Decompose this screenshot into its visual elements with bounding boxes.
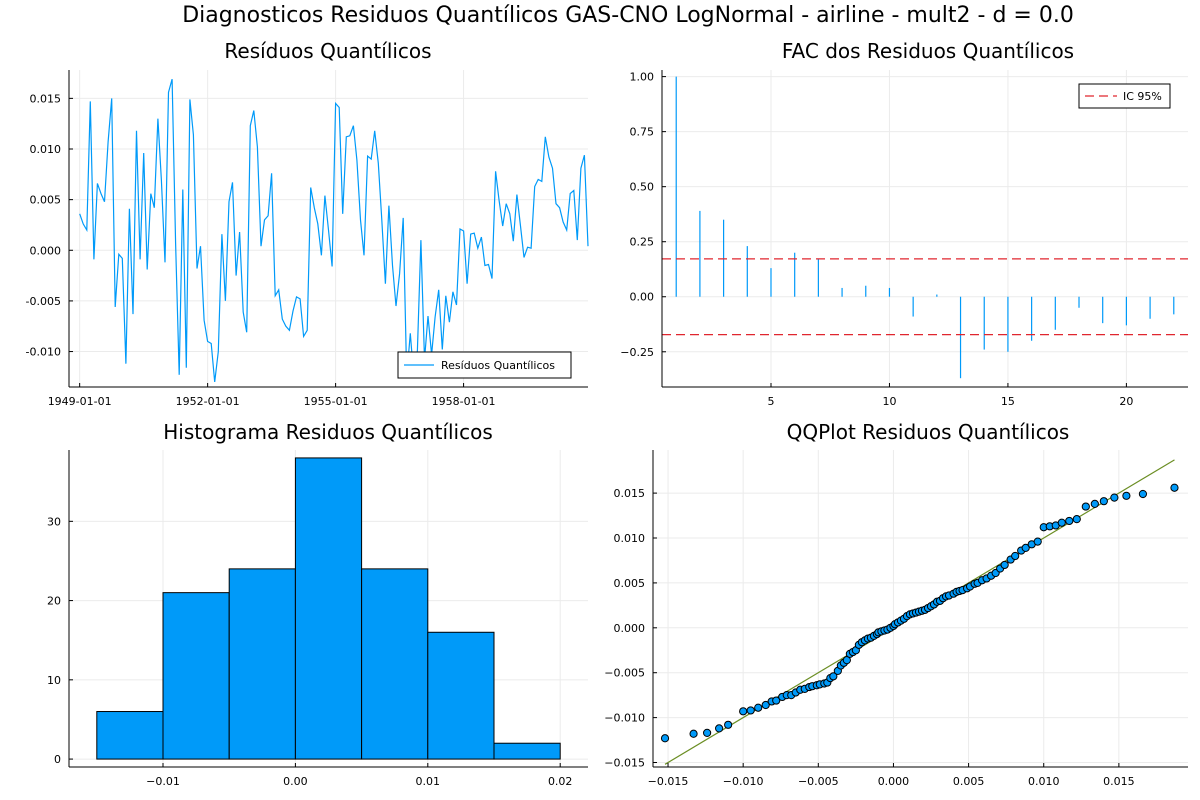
histogram-bar xyxy=(427,631,495,760)
x-tick-label: −0.015 xyxy=(648,775,689,788)
qq-point xyxy=(1138,489,1148,499)
x-tick-label: 0.00 xyxy=(283,775,308,788)
qq-point xyxy=(703,728,712,737)
qq-point xyxy=(1033,537,1042,546)
y-tick-label: 0.005 xyxy=(614,577,646,590)
x-tick-label: 0.000 xyxy=(878,775,910,788)
x-tick-label: −0.010 xyxy=(723,775,764,788)
qq-point xyxy=(660,734,670,743)
y-tick-label: 10 xyxy=(47,674,61,687)
qq-point xyxy=(739,707,748,716)
legend-label-ic: IC 95% xyxy=(1123,90,1162,103)
panel-acf: FAC dos Residuos Quantílicos 5 10 15 20 −0.2… xyxy=(620,39,1188,408)
qq-point xyxy=(1000,560,1009,570)
legend-residuals: Resíduos Quantílicos xyxy=(397,351,572,379)
qq-point xyxy=(1090,499,1099,508)
x-tick-label: 1955-01-01 xyxy=(304,395,368,408)
figure-title: Diagnosticos Residuos Quantílicos GAS-CN… xyxy=(182,3,1074,28)
panel-histogram: Histograma Residuos Quantílicos −0.01 0.0… xyxy=(47,420,588,788)
x-tick-label: 1952-01-01 xyxy=(176,395,240,408)
legend-acf: IC 95% xyxy=(1078,83,1171,109)
y-tick-label: −0.010 xyxy=(604,712,645,725)
y-tick-label: 0.50 xyxy=(630,181,655,194)
histogram-bar xyxy=(228,568,296,760)
y-tick-label: 0.010 xyxy=(614,532,646,545)
panel-title-residuals: Resíduos Quantílicos xyxy=(224,39,431,63)
x-tick-label: 20 xyxy=(1119,395,1133,408)
qq-point xyxy=(1065,516,1074,526)
histogram-bar xyxy=(493,742,561,760)
qq-point xyxy=(754,703,763,712)
x-tick-label: −0.005 xyxy=(798,775,839,788)
y-tick-label: −0.015 xyxy=(604,757,645,770)
y-tick-label: 0.005 xyxy=(30,194,62,207)
y-tick-label: 30 xyxy=(47,515,61,528)
histogram-bar xyxy=(162,592,230,760)
x-tick-label: 15 xyxy=(1001,395,1015,408)
qq-point xyxy=(772,696,781,705)
qq-point xyxy=(689,729,698,738)
y-tick-label: -0.005 xyxy=(26,295,61,308)
y-tick-label: 0.010 xyxy=(30,143,62,156)
qq-point xyxy=(829,672,838,681)
y-tick-label: 0.75 xyxy=(630,126,655,139)
panel-title-qqplot: QQPlot Residuos Quantílicos xyxy=(787,420,1070,444)
qq-point xyxy=(715,724,724,733)
x-tick-label: 0.010 xyxy=(1028,775,1060,788)
x-tick-label: 0.005 xyxy=(953,775,985,788)
y-tick-label: 20 xyxy=(47,595,61,608)
qq-point xyxy=(1110,493,1119,502)
qq-point xyxy=(761,700,770,710)
y-tick-label: 0.25 xyxy=(630,236,655,249)
qq-point xyxy=(1072,515,1081,524)
qq-point xyxy=(1057,518,1066,527)
panel-qqplot: QQPlot Residuos Quantílicos −0.015 −0.010… xyxy=(604,420,1188,788)
qq-point xyxy=(1122,491,1131,500)
y-tick-label: 0.000 xyxy=(30,244,62,257)
qq-point xyxy=(724,720,733,729)
y-tick-label: 0.015 xyxy=(614,487,646,500)
y-tick-label: 1.00 xyxy=(630,71,655,84)
qq-point xyxy=(1170,483,1179,492)
x-tick-label: 0.02 xyxy=(548,775,573,788)
panel-title-histogram: Histograma Residuos Quantílicos xyxy=(163,420,493,444)
qq-point xyxy=(1021,543,1030,552)
histogram-bar xyxy=(96,711,164,760)
y-tick-label: −0.005 xyxy=(604,667,645,680)
x-tick-label: 0.015 xyxy=(1103,775,1135,788)
x-tick-label: 1958-01-01 xyxy=(432,395,496,408)
y-tick-label: 0 xyxy=(54,753,61,766)
y-tick-label: -0.010 xyxy=(26,346,61,359)
y-tick-label: 0.015 xyxy=(30,92,62,105)
y-tick-label: −0.25 xyxy=(620,346,654,359)
histogram-bar xyxy=(294,457,363,760)
series-line-residuals xyxy=(79,78,589,382)
qq-point xyxy=(1011,551,1020,561)
x-tick-label: −0.01 xyxy=(146,775,180,788)
histogram-bar xyxy=(361,568,429,760)
y-tick-label: 0.000 xyxy=(614,622,646,635)
x-tick-label: 0.01 xyxy=(416,775,441,788)
y-tick-label: 0.00 xyxy=(630,291,655,304)
x-tick-label: 5 xyxy=(767,395,774,408)
x-tick-label: 10 xyxy=(882,395,896,408)
panel-title-acf: FAC dos Residuos Quantílicos xyxy=(782,39,1074,63)
qq-point xyxy=(746,706,755,715)
qq-point xyxy=(1099,497,1108,506)
panel-residuals: Resíduos Quantílicos 1949-01-01 1952-01-0… xyxy=(26,39,589,408)
x-tick-label: 1949-01-01 xyxy=(48,395,112,408)
legend-label-residuals: Resíduos Quantílicos xyxy=(441,359,555,372)
qq-point xyxy=(1081,502,1090,511)
